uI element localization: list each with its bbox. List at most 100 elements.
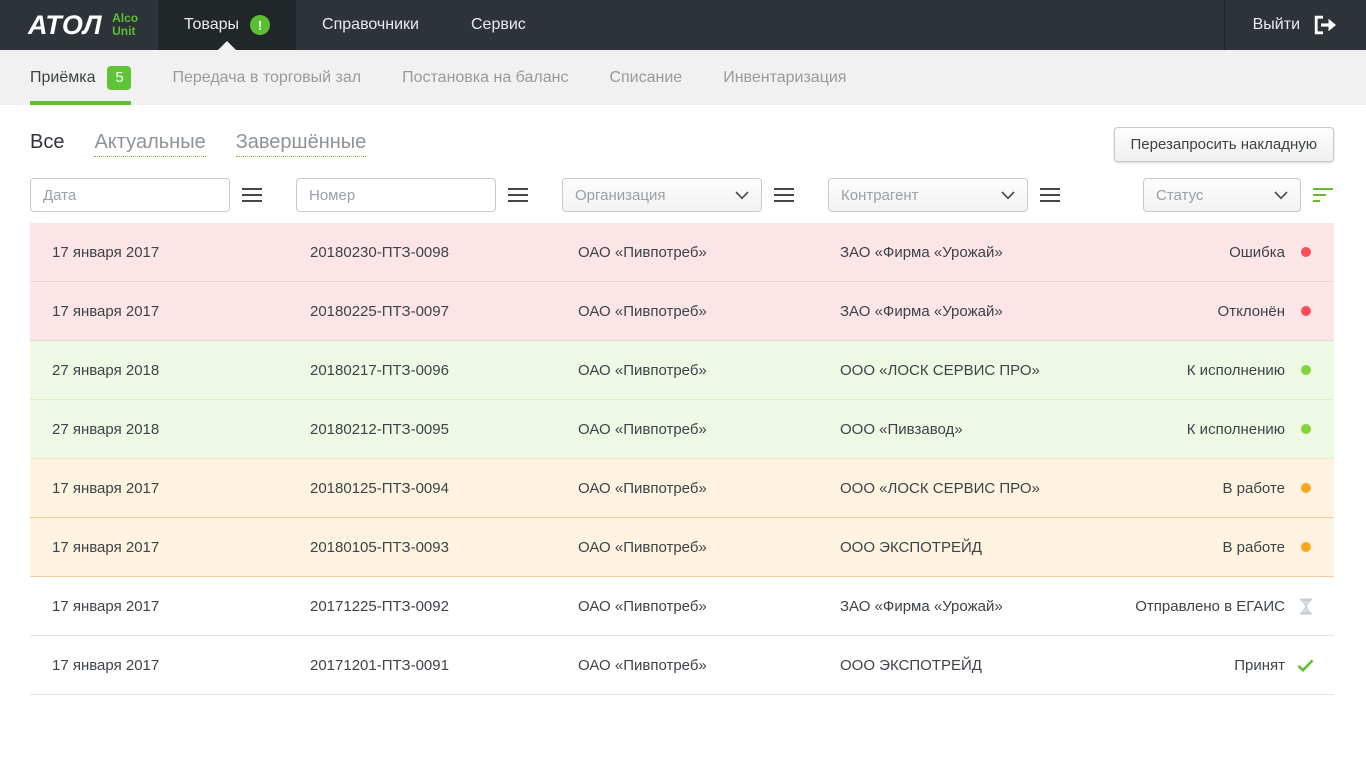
status-indicator — [1297, 597, 1314, 615]
top-navigation: АТОЛ Alco Unit Товары ! Справочники Серв… — [0, 0, 1366, 50]
status-indicator — [1297, 361, 1314, 379]
table-row[interactable]: 17 января 2017 20180105-ПТЗ-0093 ОАО «Пи… — [30, 518, 1334, 577]
number-cell: 20171201-ПТЗ-0091 — [310, 657, 578, 674]
organization-cell: ОАО «Пивпотреб» — [578, 539, 840, 556]
view-actual[interactable]: Актуальные — [94, 131, 205, 157]
date-sort-button[interactable] — [241, 185, 263, 205]
tab-label: Инвентаризация — [723, 69, 846, 87]
section-tabs: Приёмка 5 Передача в торговый зал Постан… — [0, 50, 1366, 105]
table-row[interactable]: 17 января 2017 20180230-ПТЗ-0098 ОАО «Пи… — [30, 223, 1334, 282]
hamburger-icon — [1040, 188, 1060, 190]
status-indicator — [1297, 302, 1314, 320]
number-cell: 20180105-ПТЗ-0093 — [310, 539, 578, 556]
nav-item-goods[interactable]: Товары ! — [158, 0, 296, 50]
tab-label: Приёмка — [30, 69, 95, 87]
status-label: В работе — [1222, 480, 1285, 497]
number-cell: 20180217-ПТЗ-0096 — [310, 362, 578, 379]
tab-label: Постановка на баланс — [402, 69, 568, 87]
number-cell: 20171225-ПТЗ-0092 — [310, 598, 578, 615]
organization-cell: ОАО «Пивпотреб» — [578, 480, 840, 497]
table-row[interactable]: 17 января 2017 20180225-ПТЗ-0097 ОАО «Пи… — [30, 282, 1334, 341]
organization-select[interactable]: Организация — [562, 178, 762, 212]
status-cell: В работе — [1222, 479, 1314, 497]
tab-transfer-to-hall[interactable]: Передача в торговый зал — [172, 50, 361, 105]
date-input[interactable] — [30, 178, 230, 212]
view-all[interactable]: Все — [30, 131, 64, 156]
date-cell: 17 января 2017 — [52, 657, 310, 674]
counterparty-cell: ООО «ЛОСК СЕРВИС ПРО» — [840, 480, 1222, 497]
status-label: К исполнению — [1187, 362, 1285, 379]
status-cell: К исполнению — [1187, 361, 1314, 379]
counterparty-cell: ООО «Пивзавод» — [840, 421, 1187, 438]
organization-sort-button[interactable] — [773, 185, 795, 205]
date-cell: 17 января 2017 — [52, 244, 310, 261]
nav-item-label: Справочники — [322, 16, 419, 34]
app-logo[interactable]: АТОЛ Alco Unit — [0, 0, 158, 50]
date-cell: 17 января 2017 — [52, 598, 310, 615]
table-row[interactable]: 17 января 2017 20171201-ПТЗ-0091 ОАО «Пи… — [30, 636, 1334, 695]
chevron-down-icon — [1001, 191, 1015, 200]
status-sort-button[interactable] — [1312, 185, 1334, 205]
product-name: Alco Unit — [112, 12, 138, 38]
status-label: Отклонён — [1218, 303, 1285, 320]
organization-cell: ОАО «Пивпотреб» — [578, 244, 840, 261]
status-dot-icon — [1301, 542, 1311, 552]
exit-icon — [1313, 15, 1338, 35]
hamburger-icon — [242, 188, 262, 190]
date-cell: 27 января 2018 — [52, 421, 310, 438]
status-dot-icon — [1301, 247, 1311, 257]
status-cell: Отправлено в ЕГАИС — [1135, 597, 1314, 615]
organization-cell: ОАО «Пивпотреб» — [578, 303, 840, 320]
hamburger-icon — [508, 188, 528, 190]
nav-item-label: Товары — [184, 16, 239, 34]
chevron-down-icon — [1274, 191, 1288, 200]
check-icon — [1297, 659, 1314, 672]
view-filter-row: Все Актуальные Завершённые Перезапросить… — [30, 126, 1334, 162]
tab-label: Списание — [609, 69, 682, 87]
organization-cell: ОАО «Пивпотреб» — [578, 657, 840, 674]
number-sort-button[interactable] — [507, 185, 529, 205]
table-row[interactable]: 27 января 2018 20180217-ПТЗ-0096 ОАО «Пи… — [30, 341, 1334, 400]
hamburger-icon — [774, 188, 794, 190]
status-cell: Отклонён — [1218, 302, 1314, 320]
status-dot-icon — [1301, 483, 1311, 493]
status-cell: Принят — [1234, 656, 1314, 674]
status-dot-icon — [1301, 424, 1311, 434]
status-label: Ошибка — [1229, 244, 1285, 261]
table-row[interactable]: 27 января 2018 20180212-ПТЗ-0095 ОАО «Пи… — [30, 400, 1334, 459]
tab-put-on-balance[interactable]: Постановка на баланс — [402, 50, 568, 105]
table-row[interactable]: 17 января 2017 20180125-ПТЗ-0094 ОАО «Пи… — [30, 459, 1334, 518]
hourglass-icon — [1299, 598, 1313, 615]
table-row[interactable]: 17 января 2017 20171225-ПТЗ-0092 ОАО «Пи… — [30, 577, 1334, 636]
number-cell: 20180125-ПТЗ-0094 — [310, 480, 578, 497]
view-completed[interactable]: Завершённые — [236, 131, 367, 157]
counterparty-cell: ЗАО «Фирма «Урожай» — [840, 303, 1218, 320]
view-filters: Все Актуальные Завершённые — [30, 131, 366, 157]
counterparty-cell: ООО ЭКСПОТРЕЙД — [840, 539, 1222, 556]
tab-write-off[interactable]: Списание — [609, 50, 682, 105]
organization-cell: ОАО «Пивпотреб» — [578, 362, 840, 379]
logout-button[interactable]: Выйти — [1224, 0, 1366, 50]
tab-acceptance[interactable]: Приёмка 5 — [30, 50, 131, 105]
status-indicator — [1297, 656, 1314, 674]
date-cell: 17 января 2017 — [52, 539, 310, 556]
nav-spacer — [552, 0, 1224, 50]
counterparty-select[interactable]: Контрагент — [828, 178, 1028, 212]
count-badge: 5 — [107, 66, 131, 90]
counterparty-cell: ООО ЭКСПОТРЕЙД — [840, 657, 1234, 674]
number-cell: 20180212-ПТЗ-0095 — [310, 421, 578, 438]
alert-icon: ! — [250, 15, 270, 35]
nav-item-service[interactable]: Сервис — [445, 0, 552, 50]
status-select[interactable]: Статус — [1143, 178, 1301, 212]
number-input[interactable] — [296, 178, 496, 212]
main-menu: Товары ! Справочники Сервис — [158, 0, 552, 50]
status-dot-icon — [1301, 306, 1311, 316]
tab-inventory[interactable]: Инвентаризация — [723, 50, 846, 105]
nav-item-directories[interactable]: Справочники — [296, 0, 445, 50]
status-cell: К исполнению — [1187, 420, 1314, 438]
column-filter-row: Организация Контрагент Статус — [30, 178, 1334, 212]
date-cell: 17 января 2017 — [52, 303, 310, 320]
requery-invoice-button[interactable]: Перезапросить накладную — [1114, 127, 1334, 162]
counterparty-cell: ЗАО «Фирма «Урожай» — [840, 598, 1135, 615]
counterparty-sort-button[interactable] — [1039, 185, 1061, 205]
